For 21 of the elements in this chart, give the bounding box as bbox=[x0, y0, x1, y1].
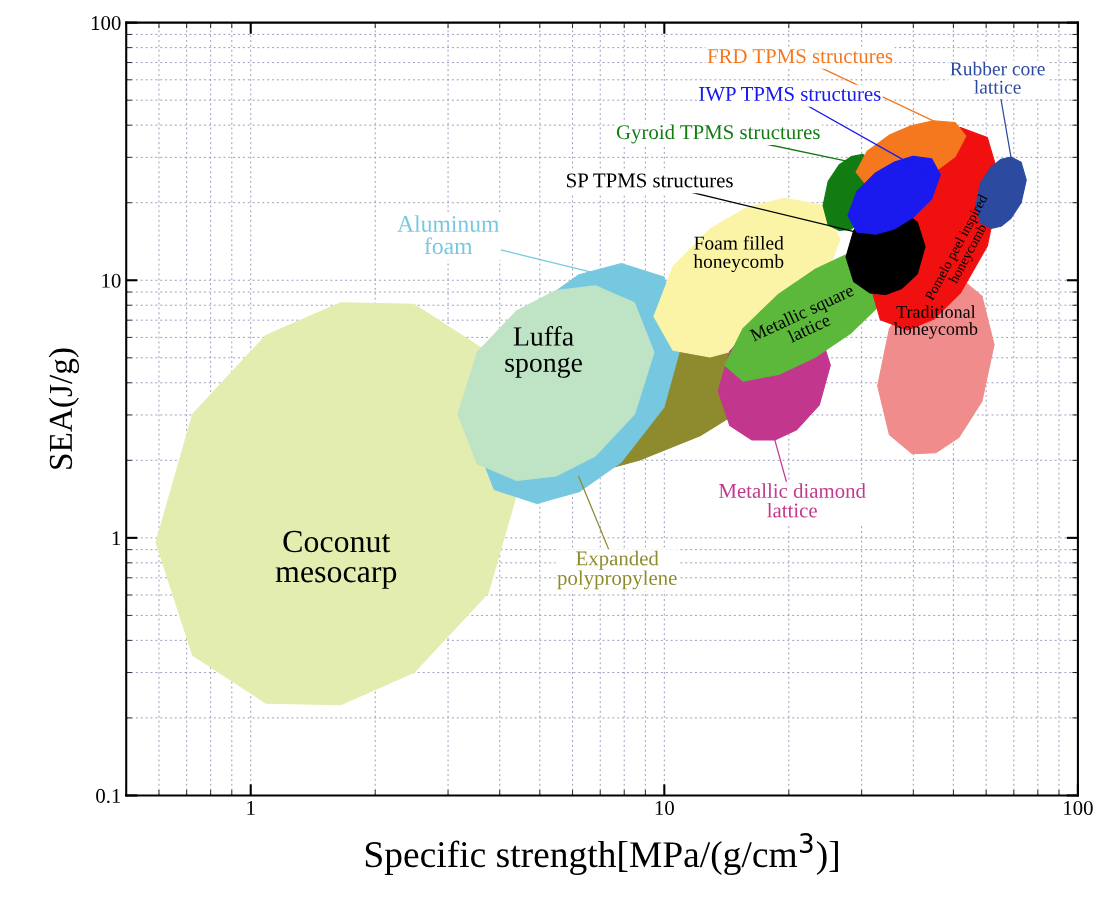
y-tick-label: 1 bbox=[112, 531, 121, 546]
annotation: SP TPMS structures bbox=[567, 173, 733, 188]
x-axis-title: Specific strength[MPa/(g/cm$^{3}$)] bbox=[365, 833, 838, 876]
annotation: IWP TPMS structures bbox=[699, 86, 881, 102]
x-tick-label: 10 bbox=[655, 800, 674, 815]
annotation: FRD TPMS structures bbox=[707, 49, 893, 64]
annotation: Luffa sponge bbox=[505, 326, 582, 378]
y-tick-label: 100 bbox=[91, 16, 121, 31]
x-tick-label: 100 bbox=[1064, 800, 1093, 815]
annotation: Metallic diamond lattice bbox=[719, 483, 866, 518]
annotation: Rubber core lattice bbox=[950, 61, 1045, 94]
y-axis-title: SEA(J/g) bbox=[48, 348, 79, 469]
annotation: Aluminum foam bbox=[397, 215, 500, 255]
annotation: Gyroid TPMS structures bbox=[616, 124, 820, 144]
annotation: Expanded polypropylene bbox=[557, 550, 677, 590]
annotation: Coconut mesocarp bbox=[275, 530, 397, 589]
annotation: Traditional honeycomb bbox=[893, 305, 978, 339]
y-tick-label: 0.1 bbox=[96, 788, 121, 803]
y-tick-label: 10 bbox=[102, 273, 121, 288]
x-tick-label: 1 bbox=[247, 801, 255, 815]
annotation: Foam filled honeycomb bbox=[693, 235, 784, 272]
